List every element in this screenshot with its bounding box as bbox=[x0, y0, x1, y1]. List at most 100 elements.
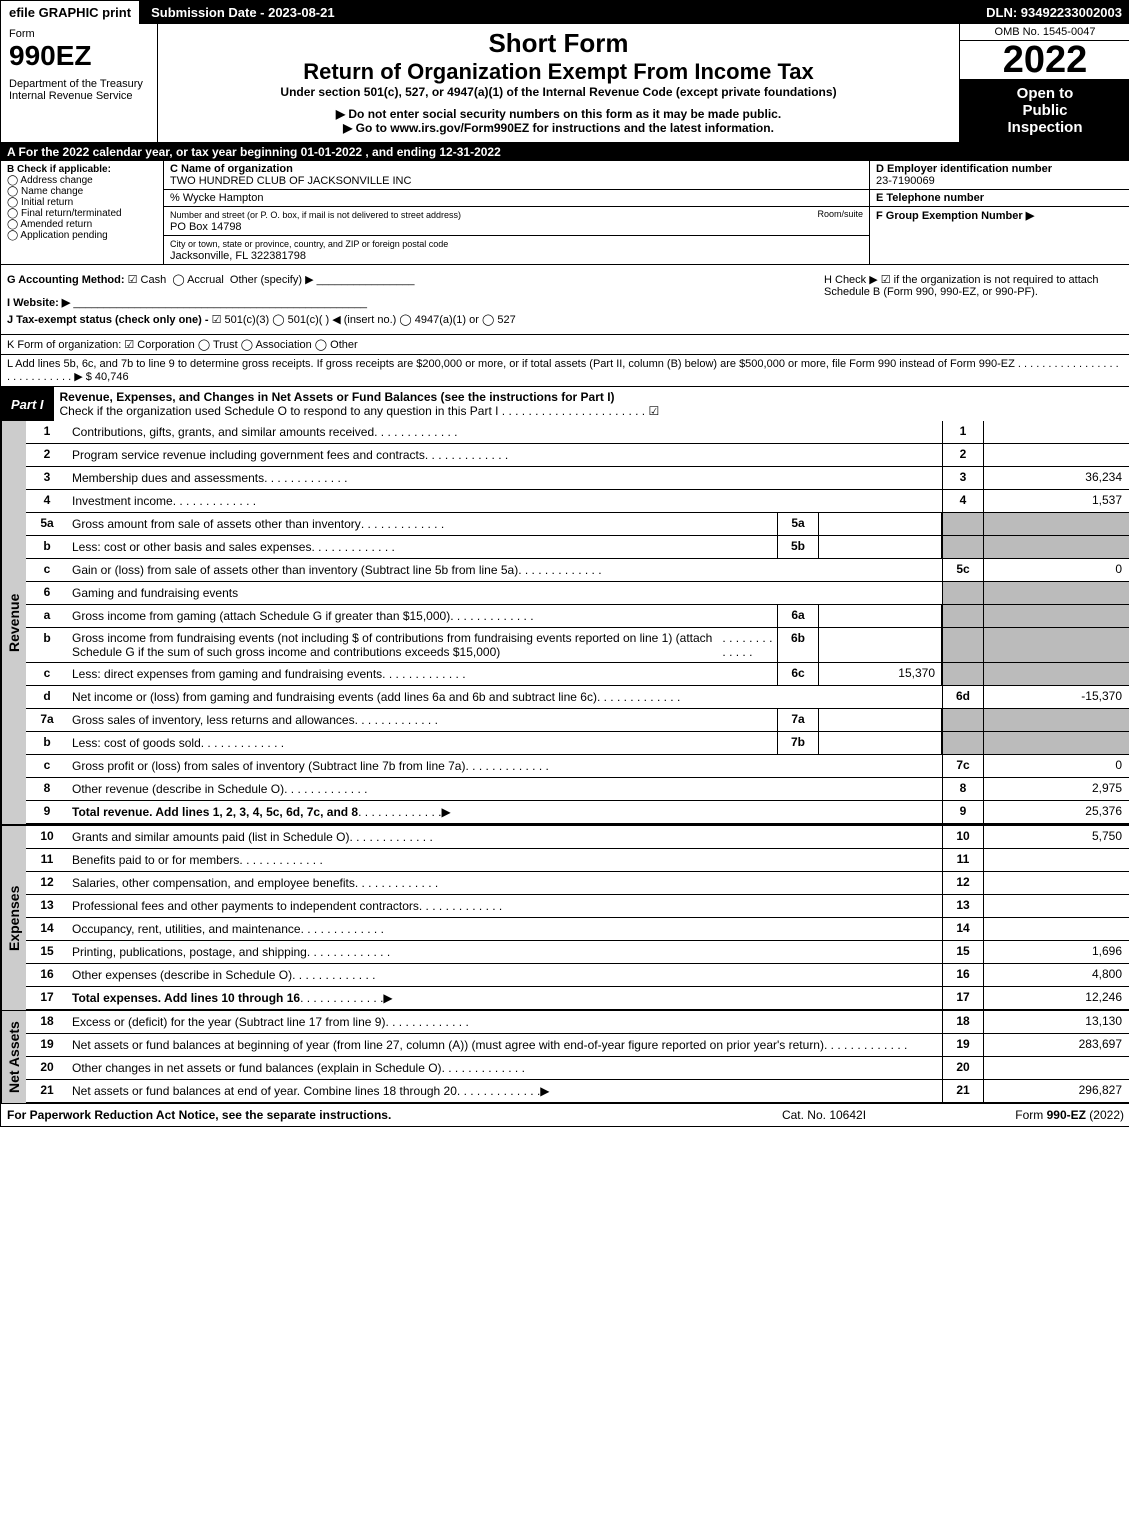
line-description: Gross profit or (loss) from sales of inv… bbox=[68, 755, 942, 777]
line-number: 21 bbox=[26, 1080, 68, 1102]
netassets-label: Net Assets bbox=[1, 1011, 26, 1103]
expenses-label: Expenses bbox=[1, 826, 26, 1010]
line-number: 18 bbox=[26, 1011, 68, 1033]
header: Form 990EZ Department of the Treasury In… bbox=[1, 24, 1129, 143]
sub-line-box: 5b bbox=[777, 536, 819, 558]
l-line: L Add lines 5b, 6c, and 7b to line 9 to … bbox=[1, 355, 1129, 387]
line-box: 11 bbox=[942, 849, 983, 871]
line-number: 5a bbox=[26, 513, 68, 535]
sub3: ▶ Go to www.irs.gov/Form990EZ for instru… bbox=[162, 121, 955, 135]
line-row: 9Total revenue. Add lines 1, 2, 3, 4, 5c… bbox=[26, 801, 1129, 824]
line-value: 1,537 bbox=[983, 490, 1129, 512]
line-row: 7aGross sales of inventory, less returns… bbox=[26, 709, 1129, 732]
line-box: 3 bbox=[942, 467, 983, 489]
line-row: 14Occupancy, rent, utilities, and mainte… bbox=[26, 918, 1129, 941]
line-description: Gaming and fundraising events bbox=[68, 582, 942, 604]
submission-date: Submission Date - 2023-08-21 bbox=[139, 1, 347, 24]
sub-line-value bbox=[819, 536, 942, 558]
line-value bbox=[983, 1057, 1129, 1079]
footer: For Paperwork Reduction Act Notice, see … bbox=[1, 1103, 1129, 1126]
line-number: 9 bbox=[26, 801, 68, 823]
line-number: 10 bbox=[26, 826, 68, 848]
line-box: 8 bbox=[942, 778, 983, 800]
line-description: Less: cost or other basis and sales expe… bbox=[68, 536, 777, 558]
line-row: 17Total expenses. Add lines 10 through 1… bbox=[26, 987, 1129, 1010]
line-value bbox=[983, 849, 1129, 871]
grey-cell bbox=[983, 513, 1129, 535]
line-row: 12Salaries, other compensation, and empl… bbox=[26, 872, 1129, 895]
sub-line-box: 6b bbox=[777, 628, 819, 662]
grey-cell bbox=[983, 582, 1129, 604]
line-description: Investment income . . . . . . . . . . . … bbox=[68, 490, 942, 512]
footer-mid: Cat. No. 10642I bbox=[724, 1108, 924, 1122]
line-value: 25,376 bbox=[983, 801, 1129, 823]
line-row: 5aGross amount from sale of assets other… bbox=[26, 513, 1129, 536]
line-description: Gain or (loss) from sale of assets other… bbox=[68, 559, 942, 581]
line-row: 20Other changes in net assets or fund ba… bbox=[26, 1057, 1129, 1080]
line-number: 14 bbox=[26, 918, 68, 940]
line-number: 13 bbox=[26, 895, 68, 917]
line-row: dNet income or (loss) from gaming and fu… bbox=[26, 686, 1129, 709]
opt-address: ◯ Address change bbox=[7, 175, 157, 186]
opt-initial: ◯ Initial return bbox=[7, 197, 157, 208]
line-box: 1 bbox=[942, 421, 983, 443]
part1-desc: Revenue, Expenses, and Changes in Net As… bbox=[54, 387, 1129, 421]
line-number: b bbox=[26, 732, 68, 754]
grey-cell bbox=[983, 709, 1129, 731]
dln: DLN: 93492233002003 bbox=[978, 1, 1129, 24]
sub2: ▶ Do not enter social security numbers o… bbox=[162, 107, 955, 121]
box-c: C Name of organization TWO HUNDRED CLUB … bbox=[164, 161, 869, 264]
line-number: 7a bbox=[26, 709, 68, 731]
grey-cell bbox=[983, 663, 1129, 685]
box-d: D Employer identification number 23-7190… bbox=[869, 161, 1129, 264]
line-number: 4 bbox=[26, 490, 68, 512]
line-box: 2 bbox=[942, 444, 983, 466]
sub-line-value bbox=[819, 628, 942, 662]
dept-treasury: Department of the Treasury bbox=[9, 78, 149, 90]
line-row: 21Net assets or fund balances at end of … bbox=[26, 1080, 1129, 1103]
line-box: 12 bbox=[942, 872, 983, 894]
netassets-body: 18Excess or (deficit) for the year (Subt… bbox=[26, 1011, 1129, 1103]
sub-line-value bbox=[819, 709, 942, 731]
tel-row: E Telephone number bbox=[870, 190, 1129, 207]
sub-line-box: 7a bbox=[777, 709, 819, 731]
ein: 23-7190069 bbox=[876, 175, 935, 187]
line-number: 20 bbox=[26, 1057, 68, 1079]
line-description: Membership dues and assessments . . . . … bbox=[68, 467, 942, 489]
line-number: 17 bbox=[26, 987, 68, 1009]
revenue-label: Revenue bbox=[1, 421, 26, 824]
line-description: Benefits paid to or for members . . . . … bbox=[68, 849, 942, 871]
grey-cell bbox=[983, 605, 1129, 627]
line-row: 11Benefits paid to or for members . . . … bbox=[26, 849, 1129, 872]
line-description: Gross sales of inventory, less returns a… bbox=[68, 709, 777, 731]
part1-header: Part I Revenue, Expenses, and Changes in… bbox=[1, 387, 1129, 421]
line-number: b bbox=[26, 628, 68, 662]
section-a: A For the 2022 calendar year, or tax yea… bbox=[1, 143, 1129, 161]
form-number: 990EZ bbox=[9, 40, 149, 72]
sub-line-box: 6c bbox=[777, 663, 819, 685]
line-box: 17 bbox=[942, 987, 983, 1009]
revenue-section: Revenue 1Contributions, gifts, grants, a… bbox=[1, 421, 1129, 824]
info-block: B Check if applicable: ◯ Address change … bbox=[1, 161, 1129, 265]
line-value bbox=[983, 918, 1129, 940]
line-value: 4,800 bbox=[983, 964, 1129, 986]
line-value bbox=[983, 872, 1129, 894]
open-to-public: Open to Public Inspection bbox=[960, 79, 1129, 142]
line-description: Less: cost of goods sold . . . . . . . .… bbox=[68, 732, 777, 754]
box-b-label: B Check if applicable: bbox=[7, 164, 157, 175]
line-description: Total expenses. Add lines 10 through 16 … bbox=[68, 987, 942, 1009]
line-row: bGross income from fundraising events (n… bbox=[26, 628, 1129, 663]
line-box: 18 bbox=[942, 1011, 983, 1033]
line-description: Printing, publications, postage, and shi… bbox=[68, 941, 942, 963]
grey-cell bbox=[942, 709, 983, 731]
grey-cell bbox=[983, 536, 1129, 558]
line-value: 36,234 bbox=[983, 467, 1129, 489]
line-value bbox=[983, 444, 1129, 466]
line-value: 1,696 bbox=[983, 941, 1129, 963]
grey-cell bbox=[983, 732, 1129, 754]
k-line: K Form of organization: ☑ Corporation ◯ … bbox=[1, 335, 1129, 355]
sub-line-box: 6a bbox=[777, 605, 819, 627]
line-box: 19 bbox=[942, 1034, 983, 1056]
line-description: Net income or (loss) from gaming and fun… bbox=[68, 686, 942, 708]
line-description: Other expenses (describe in Schedule O) … bbox=[68, 964, 942, 986]
